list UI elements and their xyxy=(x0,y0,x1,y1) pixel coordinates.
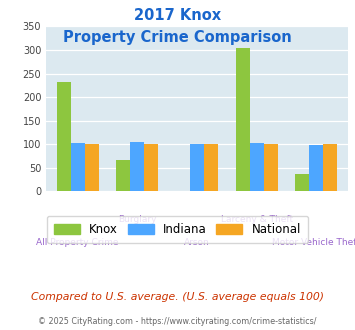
Text: Larceny & Theft: Larceny & Theft xyxy=(220,214,293,223)
Text: 2017 Knox: 2017 Knox xyxy=(134,8,221,23)
Bar xyxy=(190,144,204,191)
Text: Compared to U.S. average. (U.S. average equals 100): Compared to U.S. average. (U.S. average … xyxy=(31,292,324,302)
Bar xyxy=(85,144,99,191)
Bar xyxy=(57,82,71,191)
Bar xyxy=(264,144,278,191)
Bar xyxy=(130,142,144,191)
Text: Motor Vehicle Theft: Motor Vehicle Theft xyxy=(272,238,355,247)
Text: All Property Crime: All Property Crime xyxy=(37,238,119,247)
Bar xyxy=(236,48,250,191)
Text: © 2025 CityRating.com - https://www.cityrating.com/crime-statistics/: © 2025 CityRating.com - https://www.city… xyxy=(38,317,317,326)
Bar xyxy=(295,174,309,191)
Text: Property Crime Comparison: Property Crime Comparison xyxy=(63,30,292,45)
Bar xyxy=(144,144,158,191)
Bar xyxy=(71,143,85,191)
Text: Arson: Arson xyxy=(184,238,210,247)
Legend: Knox, Indiana, National: Knox, Indiana, National xyxy=(47,216,308,243)
Bar xyxy=(309,145,323,191)
Text: Burglary: Burglary xyxy=(118,214,157,223)
Bar xyxy=(116,160,130,191)
Bar xyxy=(323,144,337,191)
Bar xyxy=(204,144,218,191)
Bar xyxy=(250,143,264,191)
